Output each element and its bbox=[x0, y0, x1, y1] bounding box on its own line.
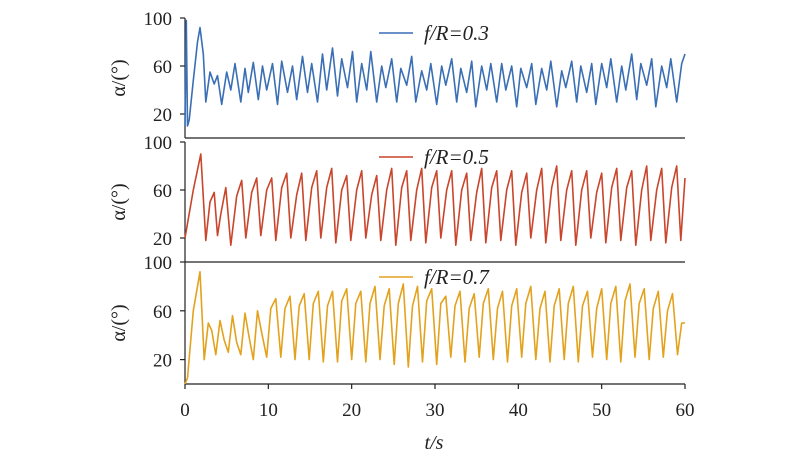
legend-label: f/R=0.7 bbox=[424, 265, 490, 289]
series-line bbox=[184, 19, 686, 127]
legend-label: f/R=0.5 bbox=[424, 145, 489, 169]
y-tick-label: 60 bbox=[153, 302, 172, 323]
y-axis-label: α/(°) bbox=[108, 59, 130, 96]
y-tick-label: 20 bbox=[153, 351, 172, 372]
x-axis: 0 10 20 30 40 50 60 bbox=[180, 384, 695, 421]
legend: f/R=0.3 bbox=[379, 21, 489, 45]
y-tick-label: 100 bbox=[144, 9, 173, 30]
x-tick-label: 50 bbox=[592, 400, 611, 421]
y-tick-label: 60 bbox=[153, 181, 172, 202]
y-tick-label: 60 bbox=[153, 57, 172, 78]
legend: f/R=0.7 bbox=[379, 265, 490, 289]
y-tick-label: 100 bbox=[144, 133, 173, 154]
panel-3: 100 60 20 α/(°) f/R=0.7 bbox=[108, 253, 685, 385]
x-tick-label: 40 bbox=[509, 400, 528, 421]
y-axis-label: α/(°) bbox=[108, 304, 130, 341]
y-axis-label: α/(°) bbox=[108, 183, 130, 220]
series-line bbox=[184, 270, 685, 385]
panel-2: 100 60 20 α/(°) f/R=0.5 bbox=[108, 133, 686, 263]
y-tick-label: 100 bbox=[144, 253, 173, 274]
x-axis-label: t/s bbox=[425, 432, 444, 454]
chart-panels: 1006020α/(°)f/R=0.31006020α/(°)f/R=0.510… bbox=[108, 9, 686, 385]
legend-label: f/R=0.3 bbox=[424, 21, 489, 45]
x-tick-label: 20 bbox=[342, 400, 361, 421]
series-line bbox=[184, 153, 686, 246]
panel-1: 100 60 20 α/(°) f/R=0.3 bbox=[108, 9, 686, 139]
x-tick-label: 10 bbox=[259, 400, 278, 421]
x-tick-label: 60 bbox=[676, 400, 695, 421]
y-tick-label: 20 bbox=[153, 105, 172, 126]
legend: f/R=0.5 bbox=[379, 145, 489, 169]
x-tick-label: 30 bbox=[426, 400, 445, 421]
y-tick-label: 20 bbox=[153, 229, 172, 250]
x-tick-label: 0 bbox=[180, 400, 190, 421]
